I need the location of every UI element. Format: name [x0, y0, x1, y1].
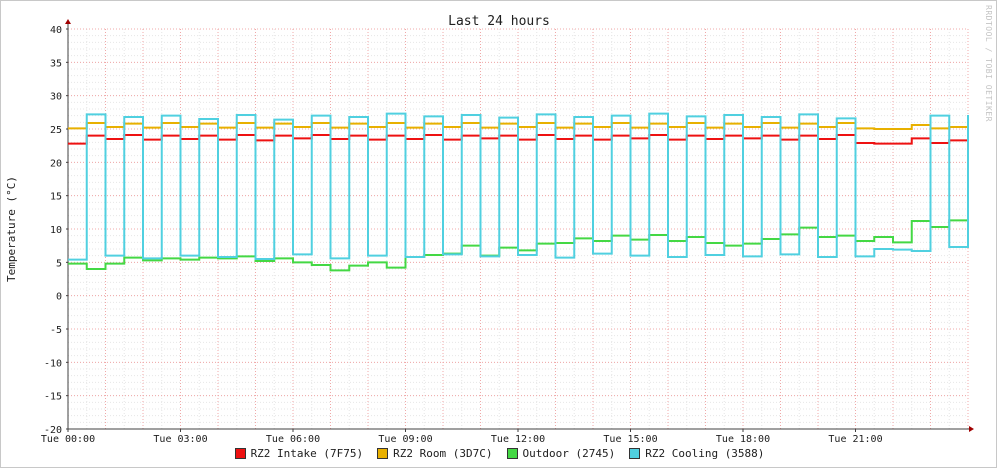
y-tick-label: 10 — [50, 225, 62, 236]
y-axis-label: Temperature (°C) — [5, 176, 18, 282]
legend-label-outdoor: Outdoor (2745) — [522, 447, 616, 460]
x-tick-label: Tue 18:00 — [716, 434, 770, 445]
x-tick-label: Tue 21:00 — [828, 434, 882, 445]
legend-label-room: RZ2 Room (3D7C) — [393, 447, 493, 460]
x-tick-label: Tue 06:00 — [266, 434, 320, 445]
legend-swatch-intake — [234, 448, 246, 459]
legend-swatch-outdoor — [506, 448, 518, 459]
y-tick-label: 5 — [56, 258, 62, 269]
legend-item-intake: RZ2 Intake (7F75) — [234, 447, 364, 460]
series-line-3 — [68, 112, 969, 261]
y-axis-arrow — [65, 19, 71, 24]
y-tick-label: 0 — [56, 292, 62, 303]
legend-swatch-cooling — [629, 448, 641, 459]
y-tick-label: 15 — [50, 192, 62, 203]
legend: RZ2 Intake (7F75) RZ2 Room (3D7C) Outdoo… — [1, 447, 997, 460]
legend-item-outdoor: Outdoor (2745) — [506, 447, 616, 460]
x-axis-arrow — [969, 426, 974, 432]
legend-item-cooling: RZ2 Cooling (3588) — [629, 447, 764, 460]
legend-label-cooling: RZ2 Cooling (3588) — [645, 447, 765, 460]
y-tick-label: 30 — [50, 92, 62, 103]
y-tick-label: 35 — [50, 58, 62, 69]
x-tick-label: Tue 12:00 — [491, 434, 545, 445]
y-tick-label: 25 — [50, 125, 62, 136]
y-tick-label: 40 — [50, 25, 62, 36]
legend-swatch-room — [377, 448, 389, 459]
y-tick-label: -10 — [44, 358, 62, 369]
y-tick-label: -5 — [50, 325, 62, 336]
x-tick-label: Tue 09:00 — [378, 434, 432, 445]
x-tick-label: Tue 15:00 — [603, 434, 657, 445]
rrdtool-watermark: RRDTOOL / TOBI OETIKER — [984, 5, 993, 122]
y-tick-label: -15 — [44, 392, 62, 403]
legend-item-room: RZ2 Room (3D7C) — [377, 447, 493, 460]
series-layer — [68, 112, 969, 272]
legend-label-intake: RZ2 Intake (7F75) — [250, 447, 364, 460]
x-tick-label: Tue 00:00 — [41, 434, 95, 445]
chart-title: Last 24 hours — [448, 14, 550, 29]
x-tick-label: Tue 03:00 — [153, 434, 207, 445]
y-tick-label: -20 — [44, 425, 62, 436]
y-tick-label: 20 — [50, 158, 62, 169]
